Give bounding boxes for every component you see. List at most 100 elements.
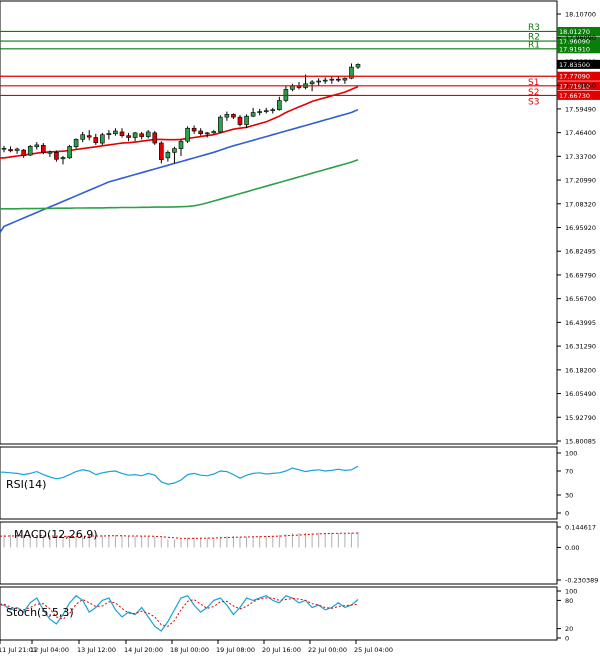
candle-body-up (250, 112, 256, 117)
price-tick-label: 16.31290 (565, 343, 596, 351)
candle-body-up (47, 151, 53, 154)
candle-body-up (100, 134, 105, 144)
candle (60, 156, 66, 165)
candle (277, 96, 282, 111)
time-tick-label: 25 Jul 04:00 (354, 646, 393, 654)
candle (152, 131, 158, 145)
level-price-s3: 17.66730 (559, 92, 590, 100)
time-tick-label: 14 Jul 20:00 (124, 646, 163, 654)
time-tick-label: 18 Jul 00:00 (170, 646, 209, 654)
candle (231, 113, 236, 119)
level-label-s1: S1 (528, 78, 539, 88)
candle (119, 128, 125, 138)
candle-body-down (231, 114, 236, 118)
candle (355, 63, 361, 69)
candle-body-up (80, 134, 85, 140)
price-tick-label: 16.18200 (565, 366, 596, 374)
level-label-r2: R2 (528, 33, 540, 43)
level-price-tag-s2 (557, 81, 600, 91)
price-tick-label: 17.59490 (565, 105, 596, 113)
candle-body-up (218, 116, 223, 133)
candle-body-down (21, 149, 26, 156)
candle-body-up (145, 131, 151, 137)
stoch-label: Stoch(5,5,3) (6, 606, 74, 619)
candle (8, 146, 13, 153)
candle (218, 115, 223, 133)
level-price-tag-s1 (557, 71, 600, 81)
candle (21, 148, 26, 158)
macd-panel: 0.144617 0.00 -0.230389 MACD(12,26,9) (0, 524, 598, 585)
price-tick-label: 17.46400 (565, 129, 596, 137)
candle (67, 144, 72, 159)
price-tick-label: 17.33700 (565, 153, 596, 161)
candle (270, 107, 276, 114)
candle (14, 147, 20, 154)
time-tick-label: 20 Jul 16:00 (262, 646, 301, 654)
moving-average-line (0, 85, 359, 159)
candle-body-down (152, 132, 158, 144)
candle-body-up (349, 66, 354, 79)
candle (211, 130, 217, 134)
moving-average-line (0, 158, 359, 210)
price-tick-label: 17.20990 (565, 177, 596, 185)
candle (41, 143, 46, 155)
candle (204, 131, 210, 138)
macd-label: MACD(12,26,9) (14, 528, 98, 541)
indicator-tick-label: 100 (565, 450, 577, 458)
candle (316, 78, 321, 86)
level-label-r3: R3 (528, 23, 540, 33)
current-price-tag (557, 59, 600, 69)
candle-body-up (172, 148, 177, 153)
candle-body-up (322, 79, 328, 82)
level-price-r2: 17.96090 (559, 38, 590, 46)
candle (100, 132, 105, 145)
candle (165, 150, 171, 162)
candle-body-up (270, 109, 276, 112)
candle-body-down (93, 137, 99, 143)
indicator-tick-label: 80 (565, 597, 573, 605)
candle-body-up (257, 111, 262, 113)
indicator-tick-label: 100 (565, 588, 577, 596)
price-tick-label: 17.70850 (565, 82, 596, 90)
moving-averages (0, 85, 359, 233)
rsi-line (0, 465, 359, 485)
candle-body-up (277, 100, 282, 111)
time-tick-label: 11 Jul 21:01 (0, 646, 37, 654)
candle (250, 107, 256, 118)
candle (86, 130, 92, 141)
price-tick-label: 16.56700 (565, 295, 596, 303)
candle (283, 85, 289, 103)
candle (73, 138, 79, 149)
candle (106, 130, 112, 140)
candle (224, 111, 230, 121)
level-price-tag-s3 (557, 90, 600, 100)
panel-frames (0, 0, 558, 641)
price-tick-label: 15.80085 (565, 438, 596, 446)
level-price-tag-r1 (557, 44, 600, 54)
price-tick-label: 16.69790 (565, 271, 596, 279)
macd-signal-line (0, 532, 359, 539)
candle (126, 132, 131, 142)
rsi-label: RSI(14) (6, 478, 46, 491)
indicator-tick-label: -0.230389 (565, 577, 598, 585)
candle-body-down (191, 127, 197, 132)
candle-body-up (113, 130, 118, 135)
indicator-tick-label: 70 (565, 468, 573, 476)
indicator-tick-label: 30 (565, 492, 573, 500)
candle (132, 131, 138, 142)
stoch-signal-line (0, 597, 359, 627)
level-price-s1: 17.77090 (559, 73, 590, 81)
candle-body-up (211, 131, 217, 134)
price-tick-label: 16.05490 (565, 390, 596, 398)
price-tick-label: 17.83500 (565, 58, 596, 66)
candle-body-down (159, 142, 164, 161)
candle (27, 144, 33, 157)
level-label-r1: R1 (528, 40, 540, 50)
indicator-tick-label: 0 (565, 510, 569, 518)
candle-body-up (185, 127, 190, 142)
candle-body-down (336, 78, 341, 81)
candle-body-up (244, 115, 249, 125)
